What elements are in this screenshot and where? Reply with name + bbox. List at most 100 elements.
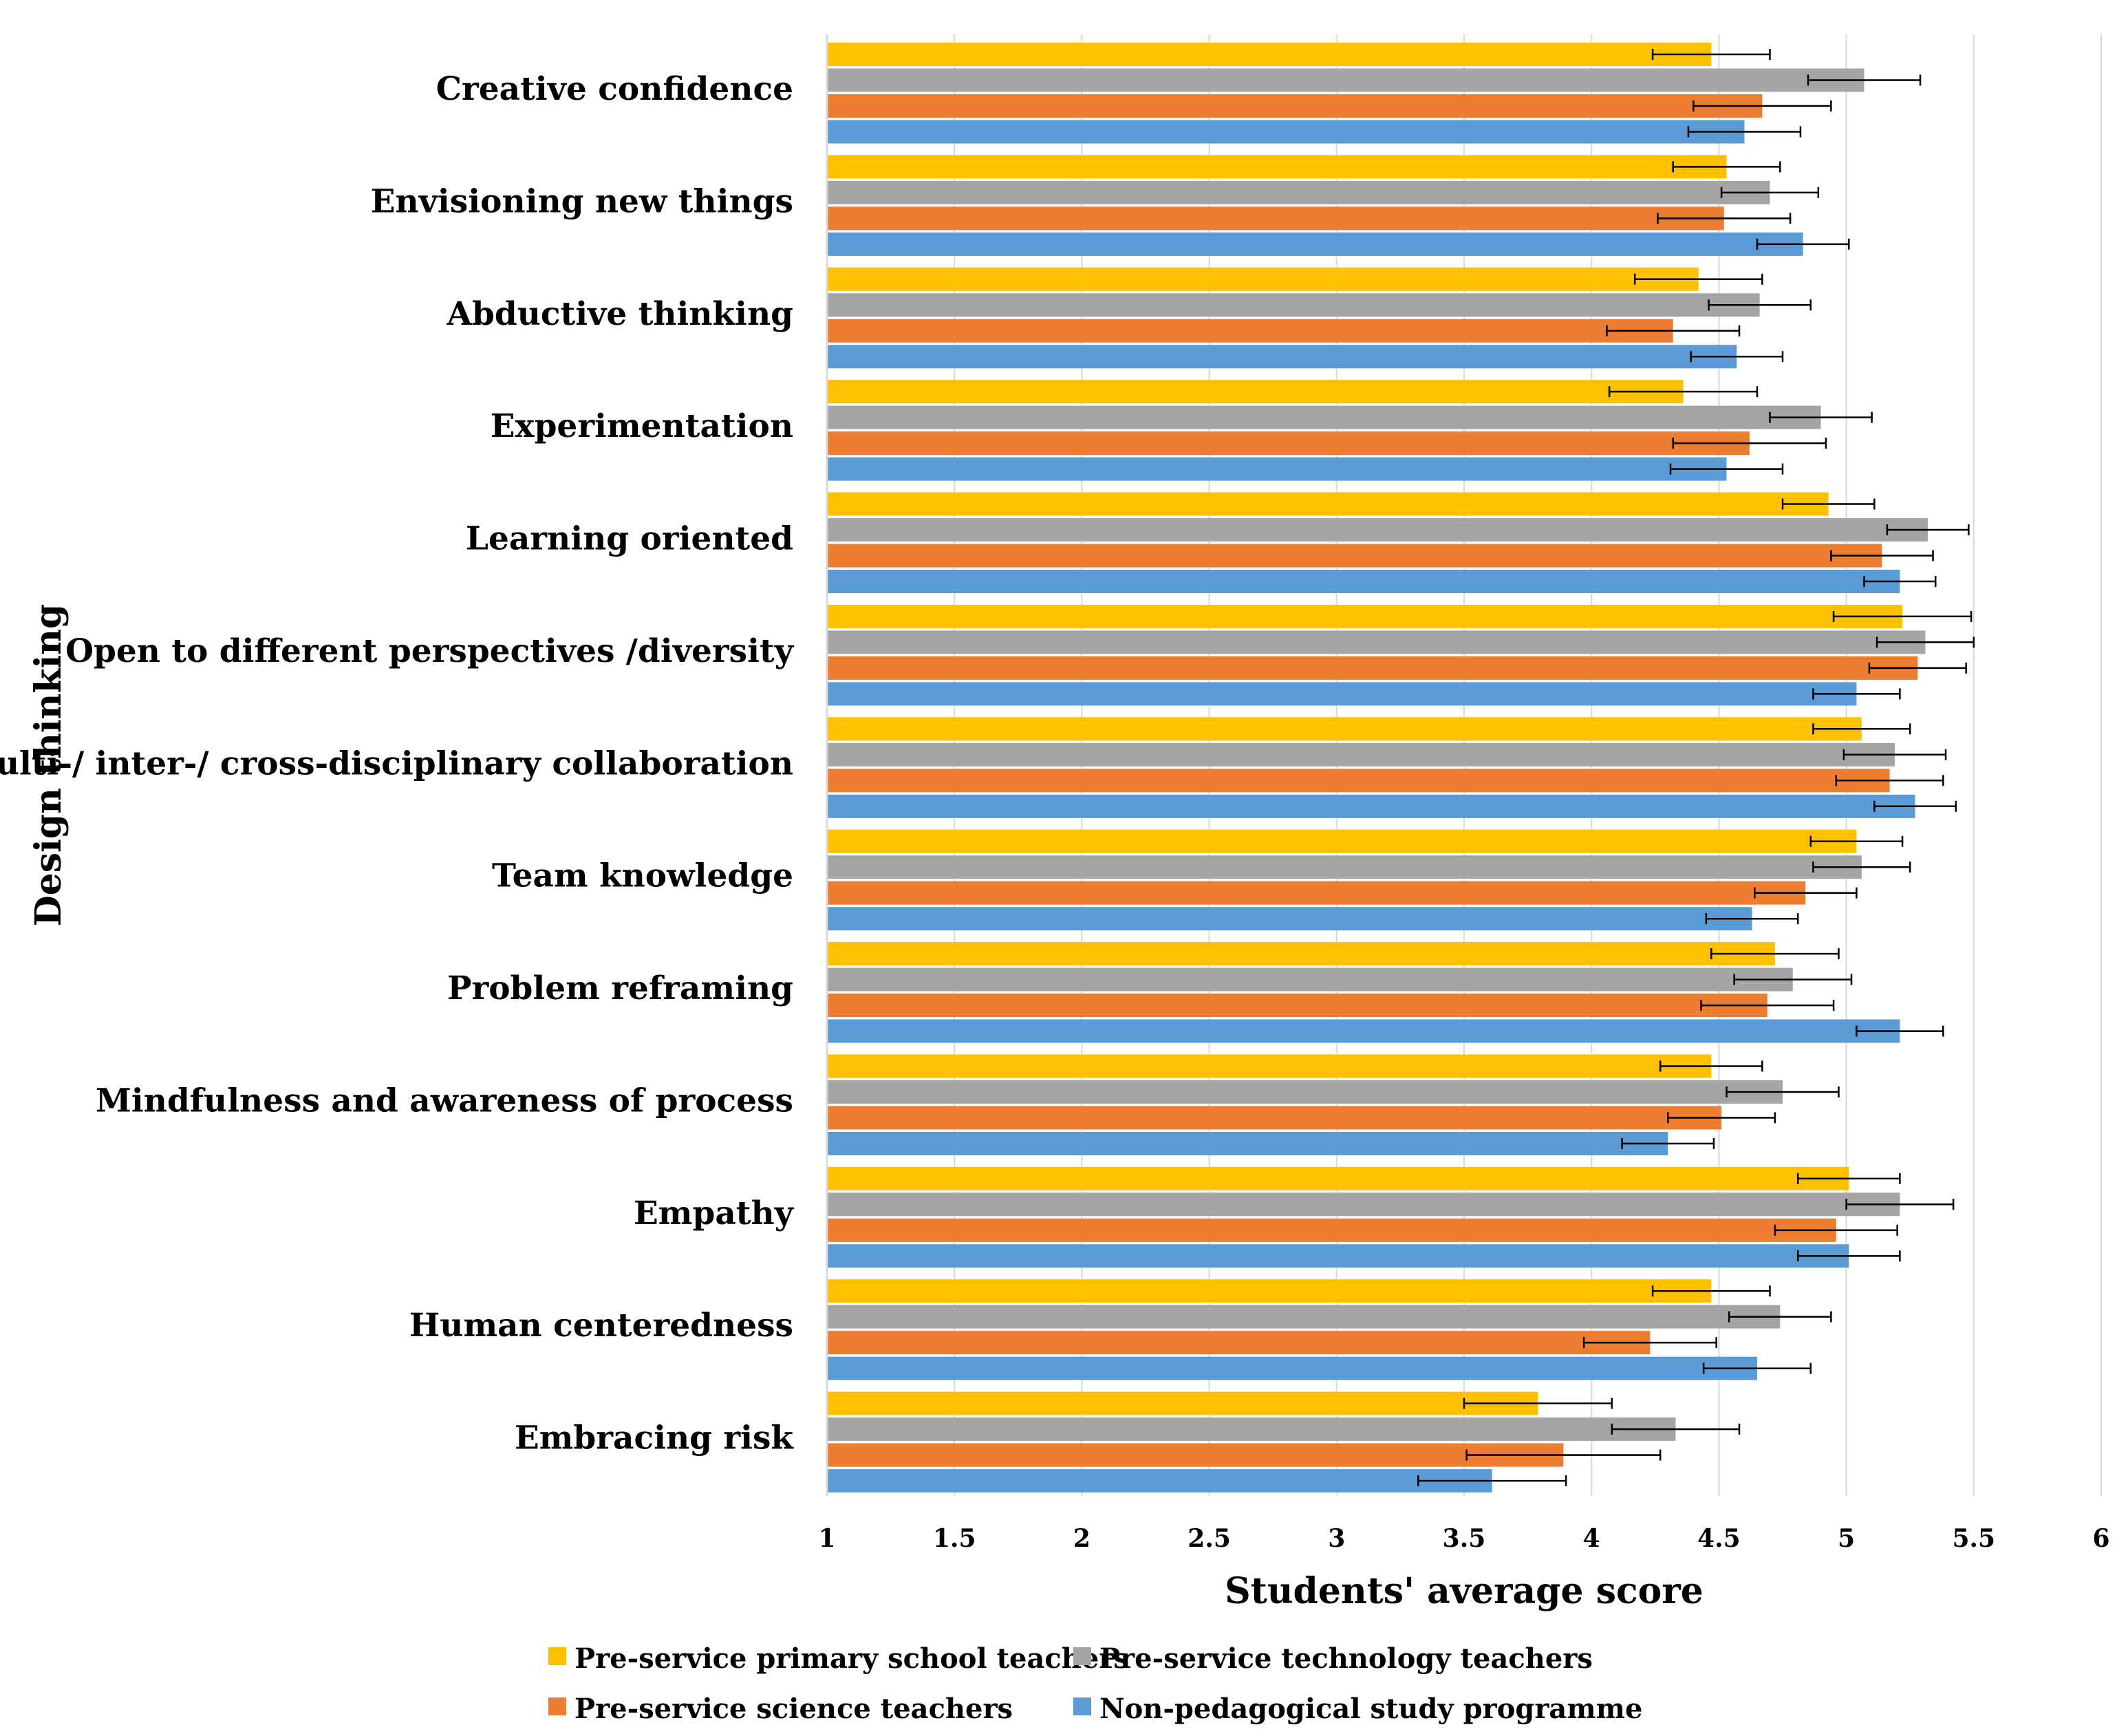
error-bar <box>1705 913 1799 925</box>
error-bar <box>1702 1362 1812 1374</box>
bar <box>827 43 1712 66</box>
error-bar <box>1845 1199 1955 1210</box>
legend-label: Non-pedagogical study programme <box>1099 1693 1642 1725</box>
error-bar <box>1830 550 1934 561</box>
category-label: Creative confidence <box>436 70 793 108</box>
bar <box>827 829 1857 853</box>
bar <box>827 518 1928 542</box>
error-bar <box>1769 411 1873 423</box>
error-bar <box>1728 1311 1832 1322</box>
bar <box>827 345 1737 369</box>
error-bar <box>1700 1000 1835 1011</box>
legend-item: Non-pedagogical study programme <box>1073 1693 1642 1725</box>
bar <box>827 155 1727 179</box>
error-bar <box>1657 213 1792 224</box>
error-bar <box>1463 1397 1613 1409</box>
error-bar <box>1651 1285 1771 1297</box>
bar <box>827 1054 1712 1078</box>
error-bar <box>1710 948 1840 960</box>
legend-swatch <box>1073 1647 1091 1665</box>
error-bar <box>1720 186 1820 198</box>
category-label: Learning oriented <box>466 520 793 558</box>
category-label: Open to different perspectives /diversit… <box>65 632 795 670</box>
error-bar <box>1756 238 1850 250</box>
bar <box>827 267 1699 291</box>
bar <box>827 1305 1781 1329</box>
legend-item: Pre-service primary school teachers <box>548 1642 1129 1675</box>
legend-label: Pre-service primary school teachers <box>574 1642 1129 1675</box>
x-tick-label: 2.5 <box>1187 1524 1231 1553</box>
error-bar <box>1606 325 1741 336</box>
x-tick-label: 3 <box>1328 1524 1345 1553</box>
error-bar <box>1669 463 1784 475</box>
bar <box>827 120 1745 144</box>
error-bar <box>1672 161 1781 173</box>
x-tick-label: 2 <box>1073 1524 1090 1553</box>
bar <box>827 994 1767 1018</box>
x-tick-label: 5.5 <box>1952 1524 1995 1553</box>
bar <box>827 1106 1722 1130</box>
error-bar <box>1774 1224 1898 1236</box>
bar <box>827 1131 1668 1155</box>
error-bar <box>1832 610 1973 622</box>
error-bar <box>1417 1475 1567 1487</box>
error-bar <box>1754 887 1858 899</box>
x-tick-label: 3.5 <box>1443 1524 1486 1553</box>
bar <box>827 717 1862 741</box>
bar <box>827 1443 1564 1467</box>
error-bar <box>1876 636 1975 648</box>
legend-swatch <box>548 1697 566 1715</box>
category-label: Human centeredness <box>409 1307 793 1344</box>
bar <box>827 907 1752 931</box>
bar <box>827 1244 1849 1268</box>
error-bar <box>1611 1424 1741 1435</box>
category-label: Multi-/ inter-/ cross-disciplinary colla… <box>0 744 793 782</box>
error-bar <box>1796 1172 1901 1184</box>
bar <box>827 431 1750 456</box>
bar <box>827 855 1862 879</box>
bar <box>827 1417 1676 1442</box>
error-bar <box>1690 351 1784 363</box>
x-tick-labels: 1 1.5 2 2.5 3 3.5 4 4.5 5 5.5 6 <box>818 1524 2109 1553</box>
category-label: Mindfulness and awareness of process <box>96 1082 793 1119</box>
x-tick-label: 1.5 <box>933 1524 976 1553</box>
bar <box>827 881 1806 905</box>
x-axis-title: Students' average score <box>1225 1570 1704 1612</box>
error-bar <box>1809 835 1904 847</box>
bar <box>827 1469 1492 1493</box>
bar <box>827 1279 1712 1303</box>
bar <box>827 180 1770 204</box>
bar <box>827 206 1724 231</box>
bar <box>827 1391 1538 1415</box>
category-label: Envisioning new things <box>371 182 793 220</box>
bar <box>827 492 1829 516</box>
category-label: Embracing risk <box>515 1419 795 1457</box>
bar <box>827 544 1882 568</box>
bars <box>827 43 1928 1493</box>
bar <box>827 769 1890 793</box>
bar <box>827 942 1775 966</box>
legend-label: Pre-service science teachers <box>574 1693 1013 1725</box>
bar <box>827 656 1918 680</box>
bar <box>827 405 1821 429</box>
error-bar <box>1708 299 1812 311</box>
error-bar <box>1726 1086 1840 1097</box>
error-bar <box>1608 386 1759 398</box>
legend: Pre-service primary school teachersPre-s… <box>548 1642 1642 1725</box>
error-bar <box>1812 723 1911 735</box>
category-label: Abductive thinking <box>447 295 793 333</box>
error-bar <box>1667 1112 1776 1124</box>
legend-label: Pre-service technology teachers <box>1099 1642 1593 1675</box>
bar <box>827 232 1803 256</box>
bar <box>827 630 1926 654</box>
error-bar <box>1886 524 1970 536</box>
error-bars <box>1417 49 1975 1487</box>
bar <box>827 457 1727 481</box>
legend-item: Pre-service science teachers <box>548 1693 1013 1725</box>
x-tick-label: 4 <box>1583 1524 1600 1553</box>
bar <box>827 380 1684 404</box>
x-tick-label: 1 <box>818 1524 835 1553</box>
x-tick-label: 6 <box>2092 1524 2109 1553</box>
error-bar <box>1582 1337 1717 1349</box>
bar <box>827 1356 1757 1380</box>
